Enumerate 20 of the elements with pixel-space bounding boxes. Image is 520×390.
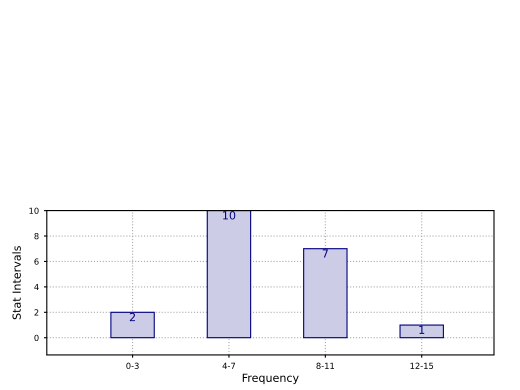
y-tick-label: 8 xyxy=(34,233,39,240)
data-label: 2 xyxy=(130,312,135,322)
x-tick-label: 8-11 xyxy=(316,362,334,369)
y-tick-label: 6 xyxy=(34,258,39,265)
data-label: 7 xyxy=(322,249,328,258)
y-tick-label: 0 xyxy=(34,334,39,342)
x-tick-label: 0-3 xyxy=(126,362,139,369)
bar xyxy=(110,312,155,338)
x-tick-label: 4-7 xyxy=(222,362,236,369)
bar xyxy=(399,324,444,338)
data-label: 10 xyxy=(223,211,236,220)
y-tick-label: 2 xyxy=(34,309,38,316)
y-tick-label: 4 xyxy=(34,284,39,290)
y-tick-label: 10 xyxy=(29,208,39,214)
bar xyxy=(303,248,348,338)
bar xyxy=(206,210,252,338)
y-axis-title: Stat Intervals xyxy=(12,246,21,320)
x-axis-title: Frequency xyxy=(242,374,299,384)
data-label: 1 xyxy=(419,326,424,334)
x-tick-label: 12-15 xyxy=(410,362,434,369)
